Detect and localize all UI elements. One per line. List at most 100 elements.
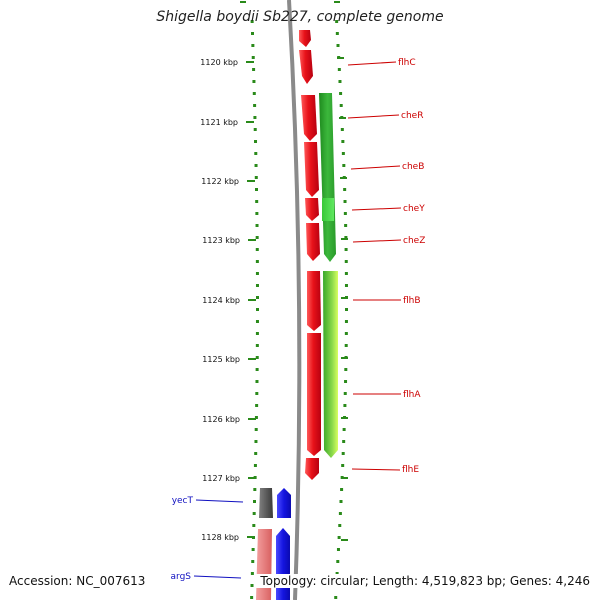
gene-label-yecT: yecT: [172, 496, 194, 506]
gene-arrow: [299, 30, 311, 47]
gene-label-flhE: flhE: [402, 465, 419, 475]
outer-ring-dot: [340, 128, 344, 131]
outer-ring-dot: [344, 236, 348, 239]
outer-ring-dot: [340, 488, 344, 491]
pink-feature: [256, 529, 272, 600]
outer-ring-dot: [334, 596, 338, 599]
kbp-tick-label: 1121 kbp: [200, 118, 238, 127]
outer-ring-dot: [338, 512, 342, 515]
inner-ring-dot: [255, 344, 259, 347]
outer-ring-dot: [344, 308, 348, 311]
gene-label-cheB: cheB: [402, 162, 424, 172]
inner-ring-dot: [254, 164, 258, 167]
outer-ring-dot: [339, 500, 343, 503]
kbp-tick-label: 1128 kbp: [201, 533, 239, 542]
orf-arrow: [319, 93, 336, 262]
outer-ring-dot: [336, 44, 340, 47]
outer-ring-dot: [342, 164, 346, 167]
inner-ring-dot: [255, 320, 259, 323]
reverse-gene-arrow: [277, 488, 291, 518]
inner-ring-dot: [255, 200, 259, 203]
outer-ring-dot: [336, 560, 340, 563]
outer-ring-dot: [335, 572, 339, 575]
inner-ring-dot: [254, 188, 258, 191]
orf-strand: [319, 93, 338, 458]
outer-ring-dot: [344, 284, 348, 287]
inner-ring-dot: [255, 392, 259, 395]
outer-ring-dot: [344, 272, 348, 275]
inner-ring-dot: [255, 272, 259, 275]
inner-ring-dot: [251, 44, 255, 47]
gene-arrow: [307, 333, 321, 456]
outer-ring-dot: [339, 92, 343, 95]
outer-ring-dot: [342, 428, 346, 431]
kbp-tick-label: 1120 kbp: [200, 58, 238, 67]
gene-label-flhC: flhC: [398, 58, 416, 68]
leader-line: [347, 61, 397, 66]
gene-arrow: [305, 458, 319, 480]
inner-ring-dot: [253, 500, 256, 503]
accession-label: Accession: NC_007613: [9, 574, 146, 588]
inner-ring-dot: [251, 548, 255, 551]
inner-ring-dot: [251, 32, 255, 35]
inner-ring-dot: [255, 260, 259, 263]
inner-ring-dot: [254, 140, 258, 143]
inner-ring-dot: [250, 596, 254, 599]
outer-ring-dot: [341, 452, 345, 455]
outer-ring-dot: [336, 548, 340, 551]
gene-arrow: [305, 198, 319, 221]
outer-ring-dot: [344, 224, 348, 227]
leader-line: [195, 499, 244, 503]
inner-ring-dot: [254, 176, 258, 179]
inner-ring-dot: [255, 248, 259, 251]
outer-ring-dot: [335, 20, 339, 23]
inner-ring-dot: [255, 224, 259, 227]
kbp-tick-label: 1122 kbp: [201, 177, 239, 186]
outer-ring-dot: [335, 32, 339, 35]
inner-ring-dot: [253, 464, 257, 467]
inner-ring-dot: [255, 332, 259, 335]
leader-line: [352, 239, 402, 243]
genome-summary: Topology: circular; Length: 4,519,823 bp…: [256, 574, 590, 588]
inner-ring-dot: [255, 368, 259, 371]
kbp-tick-label: 1124 kbp: [202, 296, 240, 305]
gene-arrow: [307, 271, 321, 331]
forward-gene-labels: flhC cheR cheB cheY cheZ flhB flhA flhE: [347, 58, 425, 475]
genome-backbone: [287, 0, 302, 600]
gene-label-cheY: cheY: [403, 204, 425, 214]
inner-ring-dot: [255, 212, 259, 215]
inner-ring-dot: [250, 20, 254, 23]
reverse-gene-arrow: [276, 528, 290, 600]
inner-ring-dot: [255, 308, 259, 311]
inner-ring-dot: [255, 404, 259, 407]
leader-line: [351, 207, 402, 211]
outer-ring-dot: [343, 188, 347, 191]
outer-ring-dot: [337, 536, 341, 539]
inner-ring-dot: [253, 128, 257, 131]
outer-ring-dot: [344, 260, 348, 263]
gene-arrow: [306, 223, 320, 261]
gene-arrow: [299, 50, 313, 84]
inner-ring-dot: [255, 236, 259, 239]
inner-ring-dot: [251, 56, 255, 59]
kbp-tick-label: 1125 kbp: [202, 355, 240, 364]
leader-line: [347, 114, 400, 119]
inner-ring-dot: [254, 428, 258, 431]
outer-ring-dot: [344, 368, 348, 371]
outer-ring-dot: [344, 332, 348, 335]
outer-ring-dot: [343, 212, 347, 215]
outer-ring-dot: [344, 320, 348, 323]
kbp-tick-label: 1126 kbp: [202, 415, 240, 424]
outer-ring-dot: [339, 104, 343, 107]
outer-ring-dot: [338, 524, 342, 527]
inner-ring-dot: [254, 152, 258, 155]
inner-ring-dot: [254, 440, 258, 443]
inner-ring-dot: [250, 572, 254, 575]
kbp-ticks: 1120 kbp 1121 kbp 1122 kbp 1123 kbp 1124…: [200, 58, 256, 542]
map-title: Shigella boydii Sb227, complete genome: [156, 9, 444, 25]
outer-ring-dot: [338, 80, 342, 83]
inner-ring-dot: [250, 584, 254, 587]
inner-ring-dot: [253, 104, 257, 107]
inner-ring-dot: [254, 416, 258, 419]
outer-ring-dashes: [240, 1, 348, 541]
